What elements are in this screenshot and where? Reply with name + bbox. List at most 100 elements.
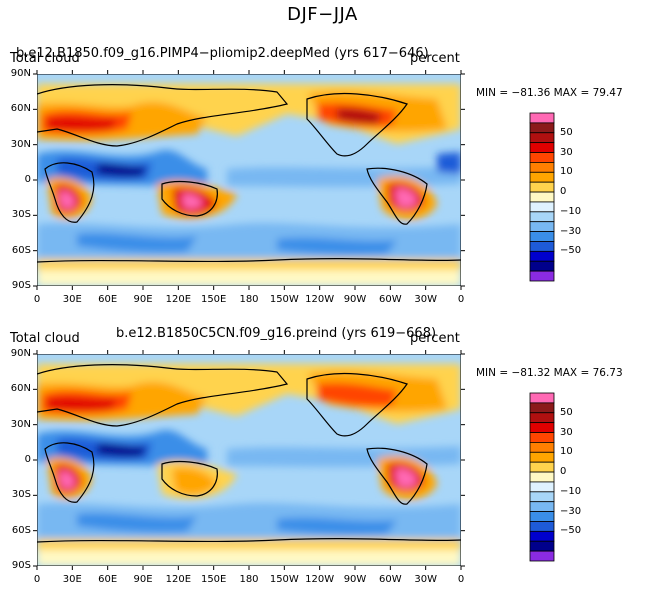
panel-1-lon-label: 60E [98, 294, 118, 305]
panel-2-colorbar-label: 30 [560, 426, 573, 438]
panel-1-lon-label: 60W [379, 294, 402, 305]
panel-1-lon-label: 0 [457, 294, 465, 305]
panel-2-lon-label: 180 [239, 574, 259, 585]
panel-2-colorbar-box [529, 422, 555, 433]
panel-2-lat-label: 30N [10, 418, 31, 430]
panel-2-lon-label: 0 [457, 574, 465, 585]
panel-1-lon-label: 30E [62, 294, 82, 305]
panel-2-lon-label: 90E [133, 574, 153, 585]
panel-1-colorbar-box [529, 132, 555, 144]
panel-2-lon-label: 90W [343, 574, 367, 585]
panel-2-colorbar-label: 50 [560, 406, 573, 418]
panel-1-colorbar-label: 30 [560, 146, 573, 158]
panel-2-colorbar-box [529, 471, 555, 483]
panel-1-lon-label: 150W [269, 294, 299, 305]
panel-1-colorbar-box [529, 221, 555, 232]
panel-2-lat-label: 0 [24, 454, 31, 465]
panel-2-colorbar-box [529, 402, 555, 414]
panel-1-colorbar-box [529, 241, 555, 252]
panel-1-colorbar-box [529, 152, 555, 163]
panel-1-colorbar-box [529, 201, 555, 213]
panel-2-colorbar-box [529, 550, 555, 562]
panel-1-left-title: Total cloud [10, 51, 80, 66]
panel-1-lon-label: 90W [343, 294, 367, 305]
panel-2-lat-label: 90S [11, 560, 31, 571]
figure-title: DJF−JJA [287, 4, 358, 25]
panel-1-colorbar-box [529, 260, 555, 272]
panel-1-map [37, 74, 461, 286]
panel-1-lon-label: 30W [414, 294, 437, 305]
panel-2-colorbar-box [529, 501, 555, 512]
panel-2-colorbar-box [529, 530, 555, 542]
panel-1-lon-label: 120W [305, 294, 335, 305]
panel-2-lat-label: 30S [11, 489, 31, 501]
panel-1-colorbar-box [529, 142, 555, 153]
panel-1-colorbar-label: 50 [560, 126, 573, 138]
panel-1-colorbar-label: −50 [560, 245, 582, 257]
panel-2-colorbar-box [529, 432, 555, 443]
panel-1-lon-label: 180 [239, 294, 259, 305]
panel-1-colorbar-box [529, 112, 555, 124]
panel-2-lon-label: 120W [305, 574, 335, 585]
panel-1-colorbar-box [529, 181, 555, 193]
panel-2-lon-label: 60E [98, 574, 118, 585]
panel-1-colorbar-box [529, 250, 555, 262]
panel-2-min-max: MIN = −81.32 MAX = 76.73 [476, 367, 623, 379]
panel-1-lat-label: 60S [11, 244, 31, 256]
panel-2-lat-label: 90N [10, 348, 31, 359]
panel-1-colorbar-box [529, 211, 555, 223]
panel-2-colorbar-box [529, 540, 555, 552]
panel-1-lon-label: 150E [200, 294, 227, 305]
panel-2-lat-label: 60S [11, 524, 31, 536]
panel-2-colorbar-box [529, 461, 555, 473]
panel-2-center-title: b.e12.B1850C5CN.f09_g16.preind (yrs 619−… [116, 326, 437, 341]
panel-1-colorbar-label: 0 [560, 186, 567, 198]
panel-2-colorbar-box [529, 511, 555, 522]
panel-2-colorbar-box [529, 491, 555, 503]
panel-2-colorbar-box [529, 451, 555, 463]
panel-1-min-max: MIN = −81.36 MAX = 79.47 [476, 87, 623, 99]
panel-1-lon-label: 90E [133, 294, 153, 305]
panel-2-lon-label: 0 [33, 574, 41, 585]
panel-2-colorbar-box [529, 392, 555, 404]
panel-1-lat-label: 90N [10, 68, 31, 79]
panel-2-colorbar-label: 0 [560, 466, 567, 478]
panel-1-colorbar-box [529, 270, 555, 282]
panel-2-colorbar-box [529, 521, 555, 532]
panel-1-colorbar-box [529, 122, 555, 134]
panel-2-right-title: percent [410, 331, 460, 346]
panel-2-colorbar-box [529, 442, 555, 453]
panel-2-left-title: Total cloud [10, 331, 80, 346]
panel-1-lat-label: 0 [24, 174, 31, 185]
panel-2-lon-label: 30E [62, 574, 82, 585]
panel-1-center-title: b.e12.B1850.f09_g16.PIMP4−pliomip2.deepM… [16, 46, 429, 61]
panel-1-colorbar-box [529, 191, 555, 203]
panel-2-lon-label: 30W [414, 574, 437, 585]
panel-2-colorbar-label: −50 [560, 525, 582, 537]
panel-1-colorbar-box [529, 231, 555, 242]
panel-1-lon-label: 120E [165, 294, 192, 305]
panel-1-lat-label: 30S [11, 209, 31, 221]
panel-1-right-title: percent [410, 51, 460, 66]
panel-1-colorbar-label: −30 [560, 225, 582, 237]
panel-2-colorbar-label: −30 [560, 505, 582, 517]
panel-1-lat-label: 60N [10, 103, 31, 115]
panel-1-colorbar-label: 10 [560, 166, 573, 178]
panel-2-colorbar-label: 10 [560, 446, 573, 458]
panel-2-colorbar-box [529, 412, 555, 424]
panel-2-colorbar-box [529, 481, 555, 493]
panel-2-lon-label: 150E [200, 574, 227, 585]
panel-2-lon-label: 120E [165, 574, 192, 585]
panel-1-colorbar-label: −10 [560, 205, 582, 217]
panel-1-colorbar-box [529, 162, 555, 173]
panel-2-lon-label: 60W [379, 574, 402, 585]
panel-2-colorbar-label: −10 [560, 485, 582, 497]
panel-2-lon-label: 150W [269, 574, 299, 585]
panel-1-colorbar-box [529, 171, 555, 183]
panel-1-lat-label: 30N [10, 138, 31, 150]
panel-1-lon-label: 0 [33, 294, 41, 305]
panel-1-lat-label: 90S [11, 280, 31, 291]
panel-2-map [37, 354, 461, 566]
panel-2-lat-label: 60N [10, 383, 31, 395]
